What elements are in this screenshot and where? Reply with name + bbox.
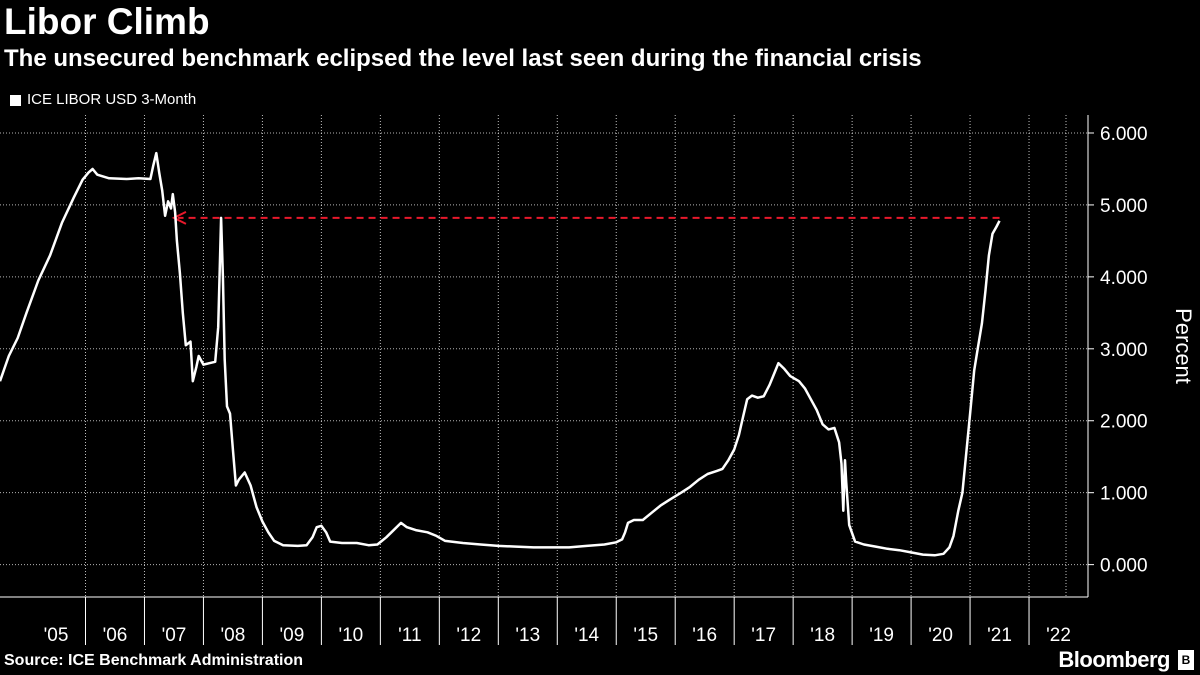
chart-title: Libor Climb [4,1,210,42]
x-tick-label: '21 [987,625,1012,646]
y-tick-label: 0.000 [1100,556,1148,577]
y-tick-label: 1.000 [1100,484,1148,505]
legend-label: ICE LIBOR USD 3-Month [27,91,197,108]
y-tick-label: 3.000 [1100,340,1148,361]
series-line-libor [0,151,1001,557]
x-tick-label: '10 [338,625,363,646]
x-tick-label: '09 [280,625,305,646]
x-tick-label: '14 [574,625,599,646]
x-tick-label: '11 [398,625,421,646]
x-tick-label: '06 [103,625,128,646]
y-axis-title: Percent [1171,308,1196,384]
x-tick-label: '20 [928,625,953,646]
legend: ICE LIBOR USD 3-Month [10,90,196,110]
x-tick-label: '12 [456,625,481,646]
x-tick-label: '16 [692,625,717,646]
reference-arrowhead [171,210,187,225]
y-tick-label: 4.000 [1100,268,1148,289]
x-tick-label: '18 [810,625,835,646]
x-tick-label: '19 [869,625,894,646]
x-tick-label: '08 [221,625,246,646]
bloomberg-logo: Bloomberg [1058,647,1170,672]
y-tick-label: 2.000 [1100,412,1148,433]
x-tick-label: '22 [1046,625,1071,646]
x-tick-label: '15 [633,625,658,646]
legend-swatch [10,94,21,106]
y-tick-label: 5.000 [1100,196,1148,217]
x-tick-label: '13 [515,625,540,646]
x-tick-label: '07 [162,625,187,646]
source-note: Source: ICE Benchmark Administration [4,652,304,669]
x-tick-label: '05 [44,625,69,646]
chart-subtitle: The unsecured benchmark eclipsed the lev… [4,45,922,72]
x-tick-label: '17 [751,625,776,646]
bloomberg-mark-icon: B [1178,650,1194,670]
y-tick-label: 6.000 [1100,124,1148,145]
